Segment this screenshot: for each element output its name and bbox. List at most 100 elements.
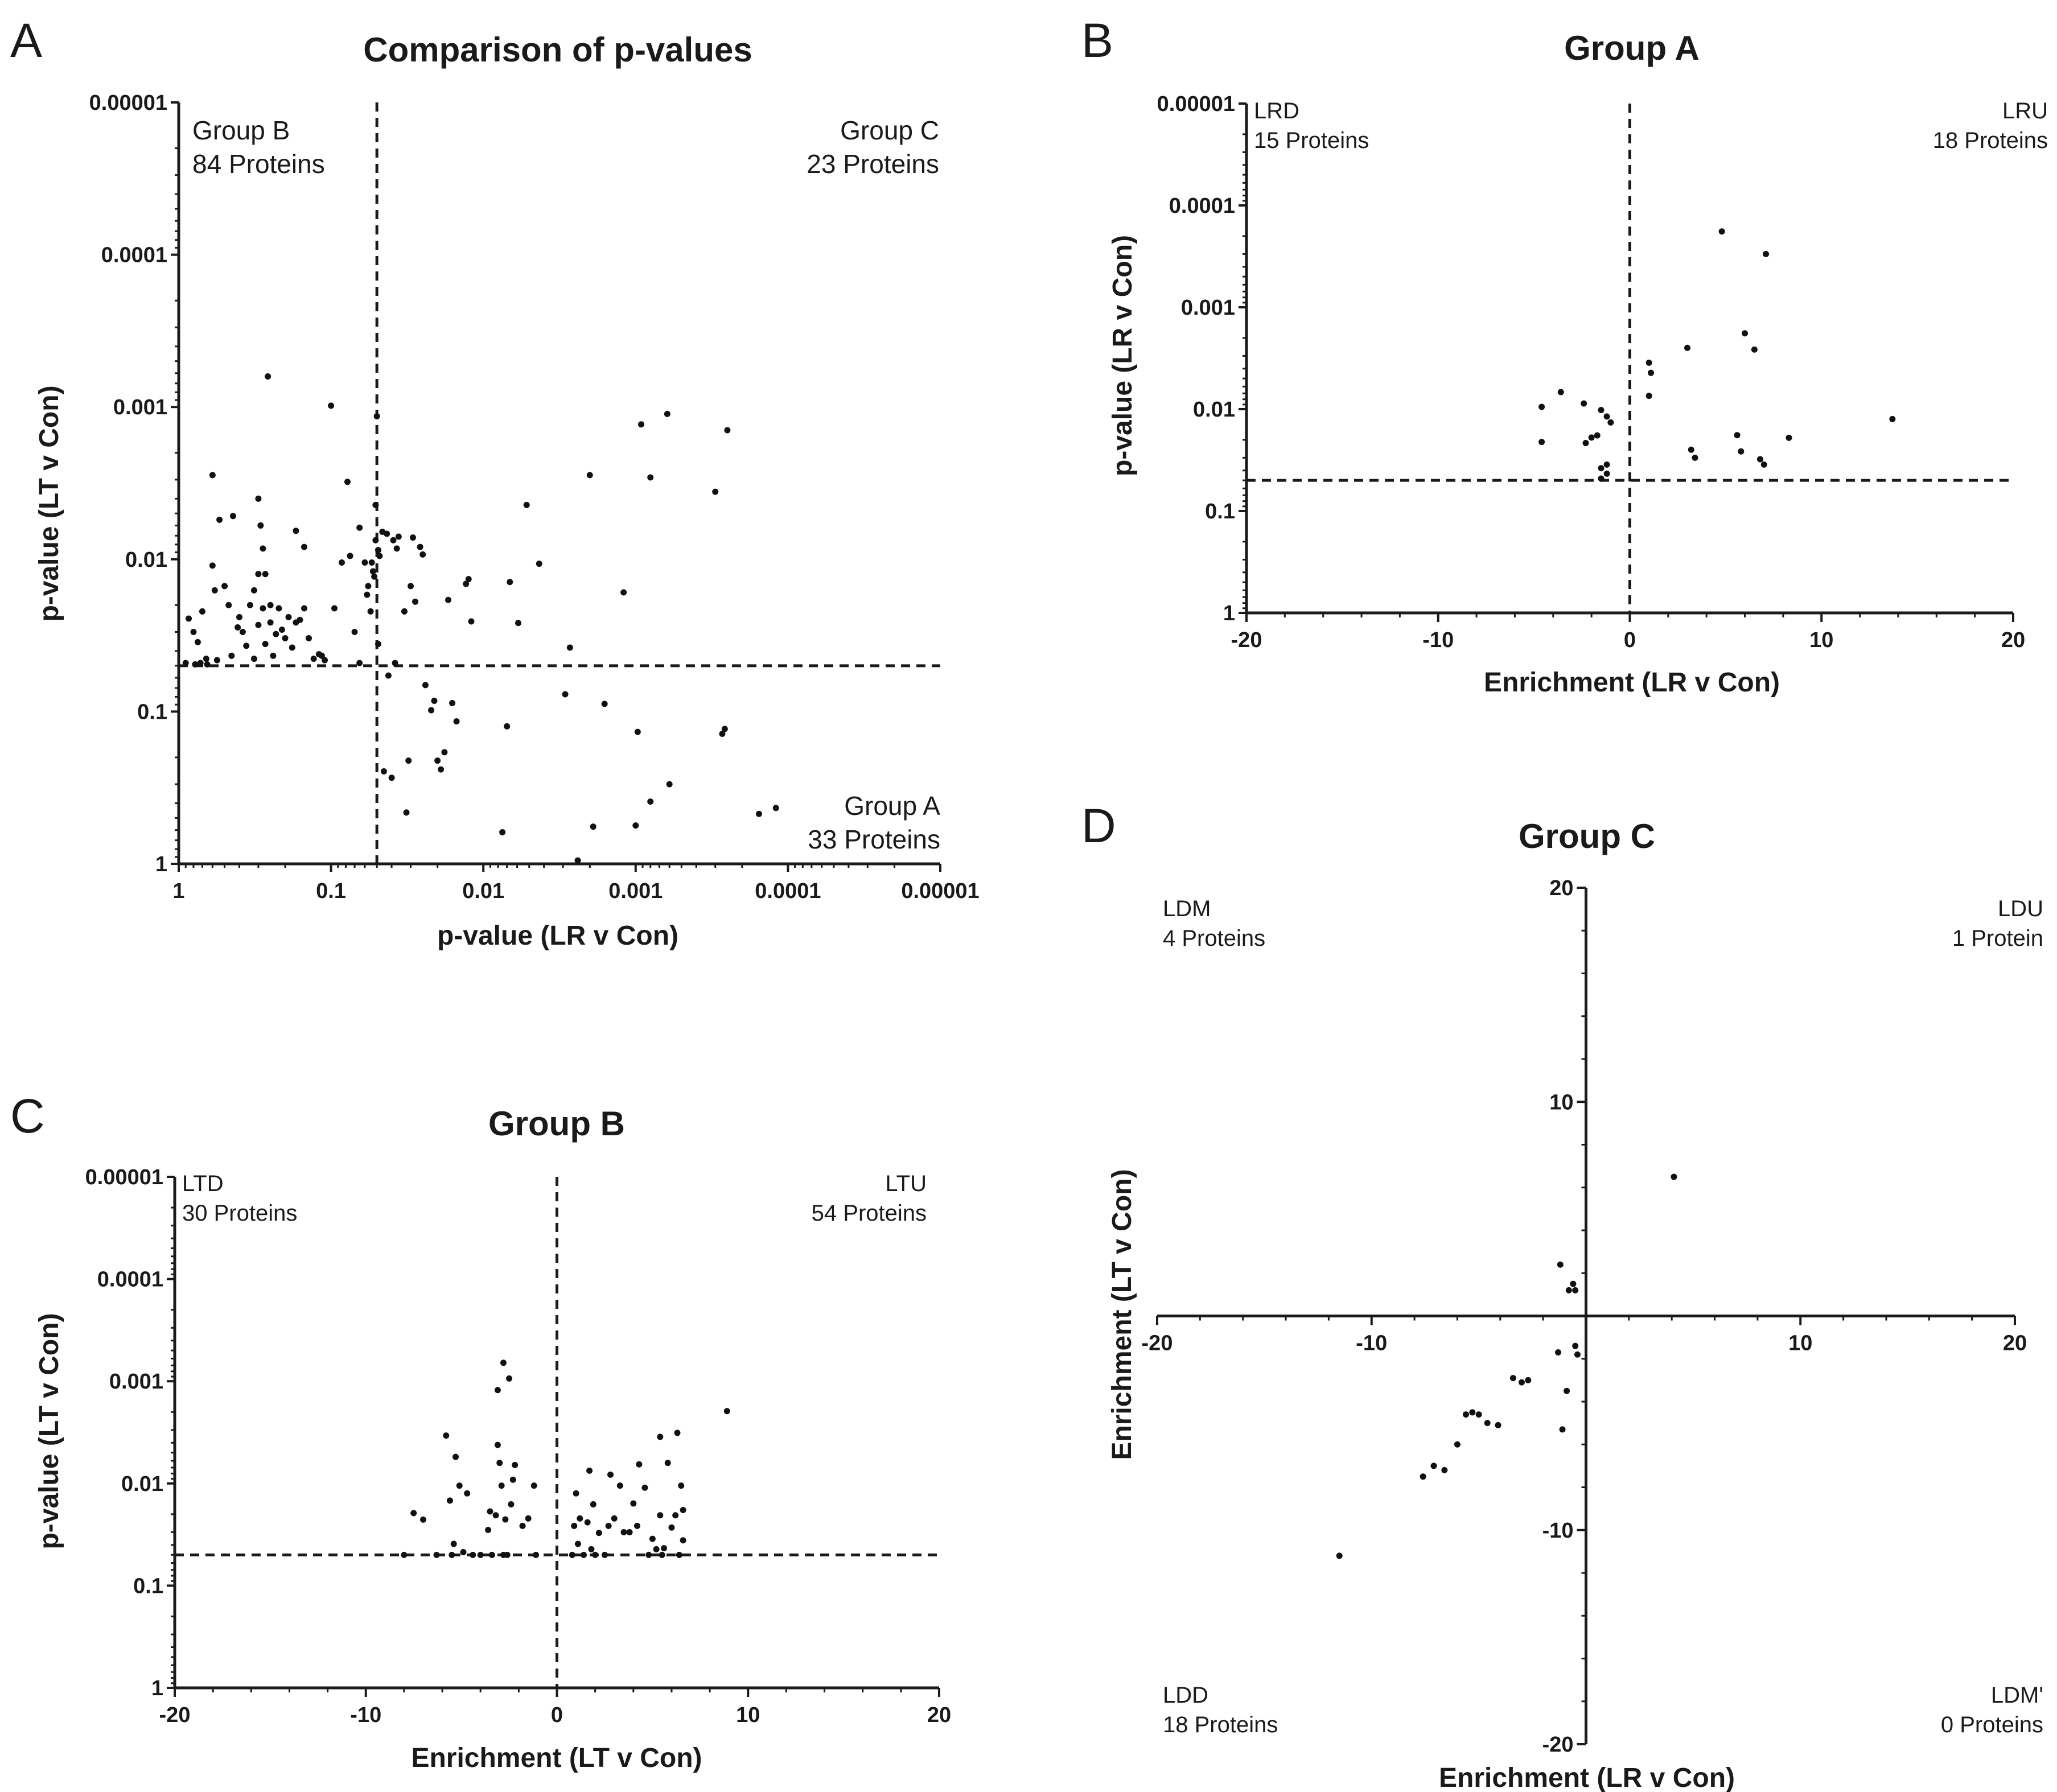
panel-b-scatter: Group A Enrichment (LR v Con) p-value (L… bbox=[1108, 29, 2048, 698]
panel-c-data-point bbox=[460, 1549, 467, 1556]
panel-b-points bbox=[1538, 228, 1896, 482]
panel-b-data-point bbox=[1751, 346, 1758, 353]
panel-a-data-point bbox=[601, 701, 608, 707]
panel-a-ticks: 1 0.1 0.01 0.001 0.0001 0.00001 1 0.1 0.01 0.001 0… bbox=[89, 91, 980, 903]
panel-a-data-point bbox=[428, 707, 435, 714]
panel-b-data-point bbox=[1684, 344, 1691, 351]
panel-c-data-point bbox=[433, 1551, 440, 1558]
panel-d-data-point bbox=[1525, 1377, 1532, 1383]
panel-a-data-point bbox=[412, 598, 419, 605]
panel-c-data-point bbox=[630, 1500, 637, 1507]
panel-a-x-tick-label: 0.001 bbox=[608, 879, 663, 903]
panel-a-data-point bbox=[351, 628, 358, 635]
panel-c-data-point bbox=[494, 1441, 501, 1448]
panel-a-data-point bbox=[301, 605, 307, 612]
panel-a-data-point bbox=[347, 553, 353, 559]
panel-c-data-point bbox=[498, 1482, 505, 1489]
panel-a-data-point bbox=[192, 661, 199, 668]
panel-d-ldm-count: 4 Proteins bbox=[1163, 926, 1265, 951]
panel-b-y-tick-label: 0.0001 bbox=[1169, 194, 1235, 218]
panel-b-data-point bbox=[1603, 470, 1610, 477]
panel-a-data-point bbox=[373, 413, 380, 419]
panel-c-y-tick-label: 0.1 bbox=[133, 1574, 163, 1598]
panel-b-data-point bbox=[1538, 403, 1545, 410]
panel-a-points bbox=[182, 373, 779, 864]
panel-a-data-point bbox=[372, 501, 379, 508]
panel-c-data-point bbox=[508, 1501, 515, 1507]
panel-c-data-point bbox=[419, 1516, 426, 1523]
panel-c-data-point bbox=[443, 1432, 450, 1439]
panel-a-data-point bbox=[664, 410, 670, 417]
panel-d-y-tick-label: -20 bbox=[1542, 1733, 1574, 1757]
panel-a-data-point bbox=[562, 691, 569, 698]
panel-c-data-point bbox=[569, 1551, 575, 1558]
panel-b-ticks: 1 0.1 0.01 0.001 0.0001 0.00001 -20 -10 0 10 20 bbox=[1157, 92, 2026, 652]
panel-c-ticks: 1 0.1 0.01 0.001 0.0001 0.00001 -20 -10 0 10 20 bbox=[85, 1165, 952, 1727]
panel-a-data-point bbox=[262, 571, 269, 578]
panel-a-data-point bbox=[408, 583, 414, 590]
panel-b-data-point bbox=[1598, 407, 1605, 414]
panel-d-data-point bbox=[1484, 1420, 1491, 1427]
panel-a-data-point bbox=[331, 605, 338, 612]
panel-a-data-point bbox=[772, 805, 779, 811]
panel-b-lru-count: 18 Proteins bbox=[1933, 128, 2048, 153]
panel-b-data-point bbox=[1582, 440, 1589, 447]
panel-a-data-point bbox=[236, 614, 242, 621]
panel-c-data-point bbox=[649, 1535, 656, 1542]
panel-a-data-point bbox=[310, 656, 317, 662]
panel-b-lrd-count: 15 Proteins bbox=[1254, 128, 1369, 153]
panel-b-data-point bbox=[1760, 461, 1767, 468]
panel-d-y-axis-label: Enrichment (LT v Con) bbox=[1107, 1169, 1137, 1460]
panel-c-data-point bbox=[653, 1546, 660, 1552]
panel-b-data-point bbox=[1603, 461, 1610, 468]
panel-a-data-point bbox=[328, 402, 335, 409]
panel-a-data-point bbox=[282, 635, 289, 642]
panel-c-data-point bbox=[680, 1507, 686, 1514]
panel-a-x-tick-label: 1 bbox=[172, 879, 184, 903]
panel-c-data-point bbox=[664, 1460, 671, 1466]
panel-a-data-point bbox=[637, 421, 644, 428]
panel-b-title: Group A bbox=[1564, 29, 1700, 67]
panel-c-scatter: Group B Enrichment (LT v Con) p-value (L… bbox=[34, 1105, 951, 1773]
panel-d-ldu-name: LDU bbox=[1998, 896, 2043, 921]
panel-c-x-tick-label: 20 bbox=[927, 1703, 951, 1727]
panel-a-title: Comparison of p-values bbox=[363, 31, 752, 69]
panel-a-data-point bbox=[190, 628, 197, 635]
panel-a-data-point bbox=[523, 501, 530, 508]
panel-a-data-point bbox=[419, 551, 426, 558]
panel-a-data-point bbox=[356, 660, 363, 666]
panel-c-data-point bbox=[620, 1529, 627, 1535]
panel-a-data-point bbox=[409, 534, 416, 541]
panel-c-x-tick-label: -10 bbox=[350, 1703, 381, 1727]
panel-a-group-c-name: Group C bbox=[840, 116, 939, 145]
panel-a-data-point bbox=[275, 605, 282, 612]
panel-b-x-tick-label: -10 bbox=[1422, 628, 1454, 652]
panel-a-data-point bbox=[721, 726, 728, 732]
panel-a-data-point bbox=[209, 472, 216, 479]
panel-b-data-point bbox=[1692, 454, 1698, 461]
panel-b-x-tick-label: -20 bbox=[1231, 628, 1262, 652]
panel-a-data-point bbox=[712, 488, 719, 495]
panel-a-data-point bbox=[203, 656, 209, 662]
panel-b-x-tick-label: 10 bbox=[1809, 628, 1833, 652]
panel-a-data-point bbox=[322, 657, 328, 664]
panel-c-data-point bbox=[485, 1526, 492, 1533]
panel-a-data-point bbox=[293, 528, 299, 534]
panel-a-group-b-name: Group B bbox=[192, 116, 290, 145]
panel-a-group-a-count: 33 Proteins bbox=[808, 825, 940, 854]
panel-b-data-point bbox=[1581, 400, 1587, 407]
panel-a-data-point bbox=[225, 602, 232, 608]
panel-a-data-point bbox=[417, 543, 423, 550]
panel-c-data-point bbox=[504, 1551, 511, 1558]
panel-c-data-point bbox=[581, 1551, 587, 1558]
panel-c-y-tick-label: 0.001 bbox=[109, 1370, 163, 1394]
panel-c-data-point bbox=[588, 1546, 595, 1552]
panel-a-data-point bbox=[305, 635, 312, 642]
panel-a-data-point bbox=[445, 596, 452, 603]
panel-a-data-point bbox=[255, 495, 262, 502]
panel-a-data-point bbox=[255, 571, 262, 578]
panel-a-data-point bbox=[267, 602, 274, 608]
panel-c-data-point bbox=[449, 1551, 455, 1558]
panel-a-data-point bbox=[401, 608, 408, 615]
